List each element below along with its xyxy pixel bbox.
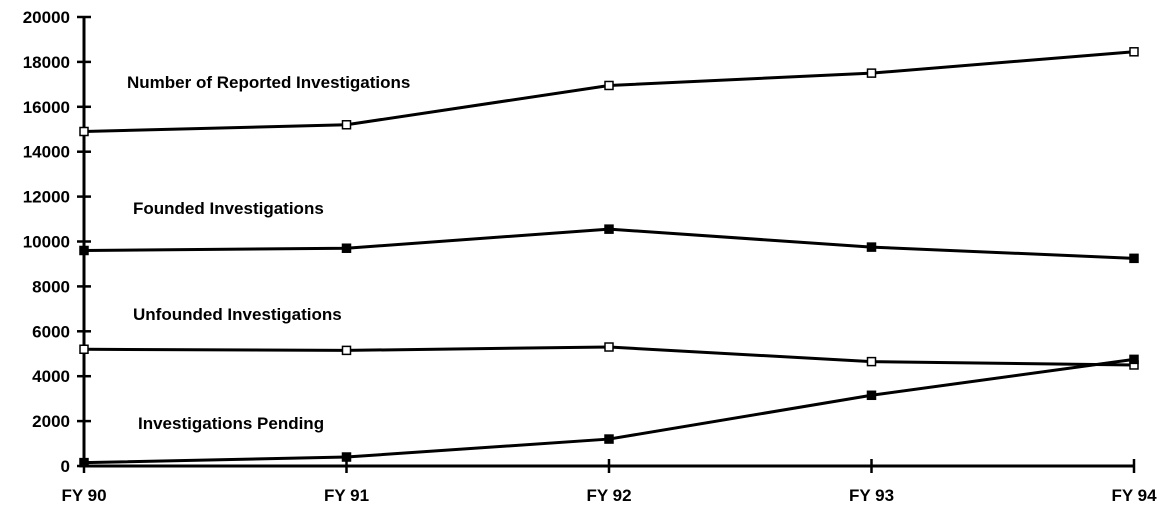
data-point-marker (79, 126, 89, 137)
y-tick-label: 20000 (23, 8, 70, 27)
series-line (83, 357, 1135, 465)
y-tick-label: 14000 (23, 143, 70, 162)
series-markers (79, 47, 1139, 468)
data-point-marker (866, 390, 877, 401)
data-point-marker (1129, 47, 1139, 57)
x-tick-label: FY 93 (849, 486, 894, 505)
y-tick-label: 8000 (32, 277, 70, 296)
data-point-marker (341, 243, 352, 253)
x-axis-tick-labels: FY 90 FY 91 FY 92 FY 93 FY 94 (61, 486, 1157, 505)
y-tick-label: 18000 (23, 53, 70, 72)
data-point-marker (341, 120, 352, 130)
y-tick-label: 6000 (32, 322, 70, 341)
data-point-marker (79, 457, 89, 468)
data-point-marker (604, 434, 614, 444)
x-tick-label: FY 91 (324, 486, 369, 505)
data-point-marker (79, 245, 89, 256)
data-point-marker (866, 68, 877, 78)
data-point-marker (604, 80, 614, 91)
series-label: Founded Investigations (133, 199, 324, 218)
series-labels: Number of Reported Investigations Founded… (127, 73, 410, 433)
series-lines (83, 50, 1135, 465)
data-point-marker (341, 452, 352, 462)
series-label: Investigations Pending (138, 414, 324, 433)
y-tick-label: 16000 (23, 98, 70, 117)
data-point-marker (604, 342, 614, 352)
y-tick-label: 10000 (23, 233, 70, 252)
y-tick-label: 12000 (23, 188, 70, 207)
y-axis-tick-labels: 0 2000 4000 6000 8000 10000 12000 14000 16000 180… (23, 8, 70, 476)
chart-axes (77, 15, 1136, 473)
data-point-marker (866, 356, 877, 367)
data-point-marker (1129, 253, 1139, 264)
data-point-marker (1129, 354, 1139, 365)
y-tick-label: 0 (61, 457, 70, 476)
data-point-marker (604, 224, 614, 234)
y-tick-label: 4000 (32, 367, 70, 386)
y-tick-label: 2000 (32, 412, 70, 431)
x-tick-label: FY 92 (586, 486, 631, 505)
data-point-marker (79, 344, 89, 355)
series-label: Number of Reported Investigations (127, 73, 410, 92)
data-point-marker (866, 242, 877, 252)
series-label: Unfounded Investigations (133, 305, 342, 324)
data-point-marker (341, 345, 352, 356)
x-tick-label: FY 90 (61, 486, 106, 505)
x-tick-label: FY 94 (1111, 486, 1157, 505)
